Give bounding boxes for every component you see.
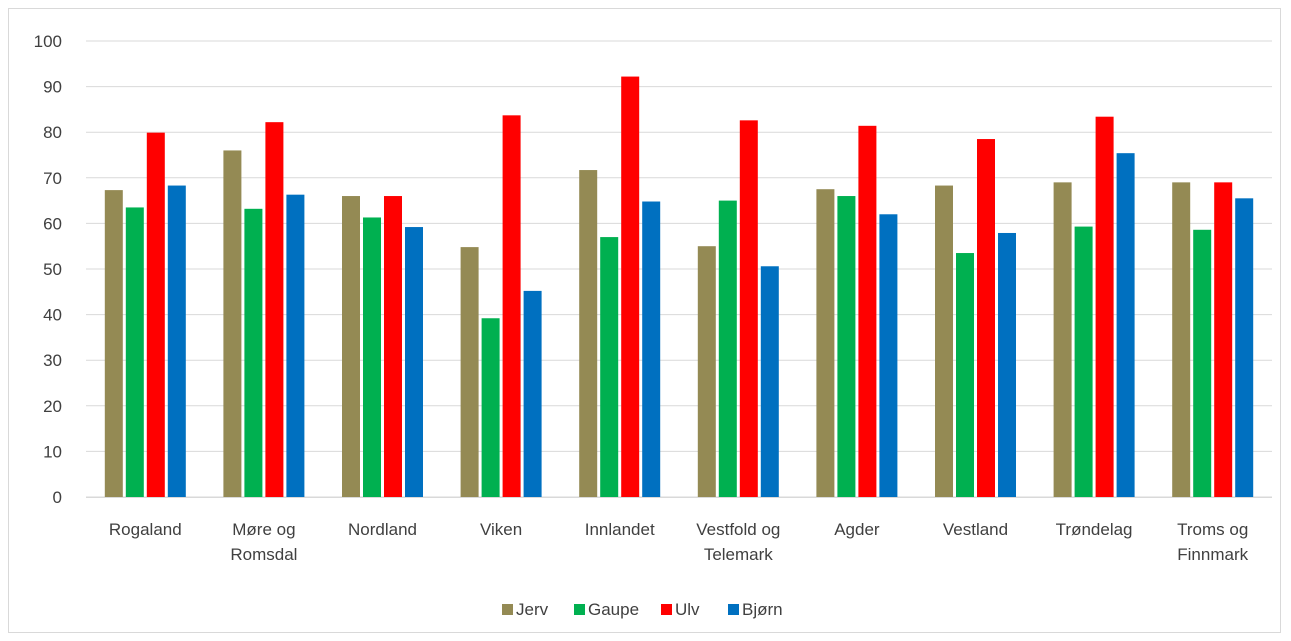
x-tick-label: Romsdal [230,545,297,564]
bar-gaupe [244,209,262,497]
x-tick-label: Rogaland [109,520,182,539]
y-tick-label: 0 [53,488,62,507]
bar-jerv [461,247,479,497]
bar-ulv [384,196,402,497]
x-tick-label: Trøndelag [1056,520,1133,539]
bar-jerv [935,186,953,497]
x-tick-label: Telemark [704,545,773,564]
bar-bjørn [998,233,1016,497]
bar-bjørn [879,214,897,497]
x-tick-label: Nordland [348,520,417,539]
bar-ulv [147,133,165,497]
bar-gaupe [719,201,737,497]
bar-bjørn [761,266,779,497]
bar-jerv [105,190,123,497]
bar-jerv [816,189,834,497]
bar-ulv [503,115,521,497]
x-tick-label: Vestland [943,520,1008,539]
bar-bjørn [524,291,542,497]
legend-label: Bjørn [742,600,783,619]
bar-jerv [342,196,360,497]
x-tick-label: Troms og [1177,520,1248,539]
bar-gaupe [1193,230,1211,497]
bar-bjørn [286,195,304,497]
bar-jerv [1172,182,1190,497]
bar-bjørn [168,186,186,497]
bar-gaupe [482,318,500,497]
y-tick-label: 50 [43,260,62,279]
y-tick-label: 90 [43,78,62,97]
bar-jerv [698,246,716,497]
bar-ulv [1214,182,1232,497]
bar-jerv [579,170,597,497]
bar-ulv [740,120,758,497]
bar-ulv [621,77,639,497]
x-tick-label: Finnmark [1177,545,1248,564]
legend-swatch-gaupe [574,604,585,615]
legend-swatch-bjørn [728,604,739,615]
bar-gaupe [837,196,855,497]
bar-ulv [1096,117,1114,497]
bar-bjørn [1117,153,1135,497]
bar-bjørn [405,227,423,497]
bar-bjørn [1235,198,1253,497]
legend-swatch-ulv [661,604,672,615]
y-tick-label: 30 [43,351,62,370]
bar-gaupe [1075,227,1093,497]
x-tick-label: Innlandet [585,520,655,539]
bar-jerv [1054,182,1072,497]
bar-gaupe [363,217,381,497]
y-tick-label: 60 [43,214,62,233]
bar-gaupe [126,207,144,497]
x-tick-label: Møre og [232,520,295,539]
x-tick-label: Viken [480,520,522,539]
legend-label: Ulv [675,600,700,619]
legend-swatch-jerv [502,604,513,615]
y-tick-label: 40 [43,306,62,325]
legend-label: Jerv [516,600,549,619]
legend-label: Gaupe [588,600,639,619]
y-tick-label: 10 [43,442,62,461]
bar-gaupe [600,237,618,497]
bar-ulv [858,126,876,497]
x-tick-label: Agder [834,520,880,539]
bar-ulv [977,139,995,497]
y-tick-label: 20 [43,397,62,416]
bar-gaupe [956,253,974,497]
y-tick-label: 70 [43,169,62,188]
y-tick-label: 80 [43,123,62,142]
x-tick-label: Vestfold og [696,520,780,539]
bar-jerv [223,150,241,497]
y-tick-label: 100 [34,32,62,51]
bar-bjørn [642,202,660,497]
bar-ulv [265,122,283,497]
